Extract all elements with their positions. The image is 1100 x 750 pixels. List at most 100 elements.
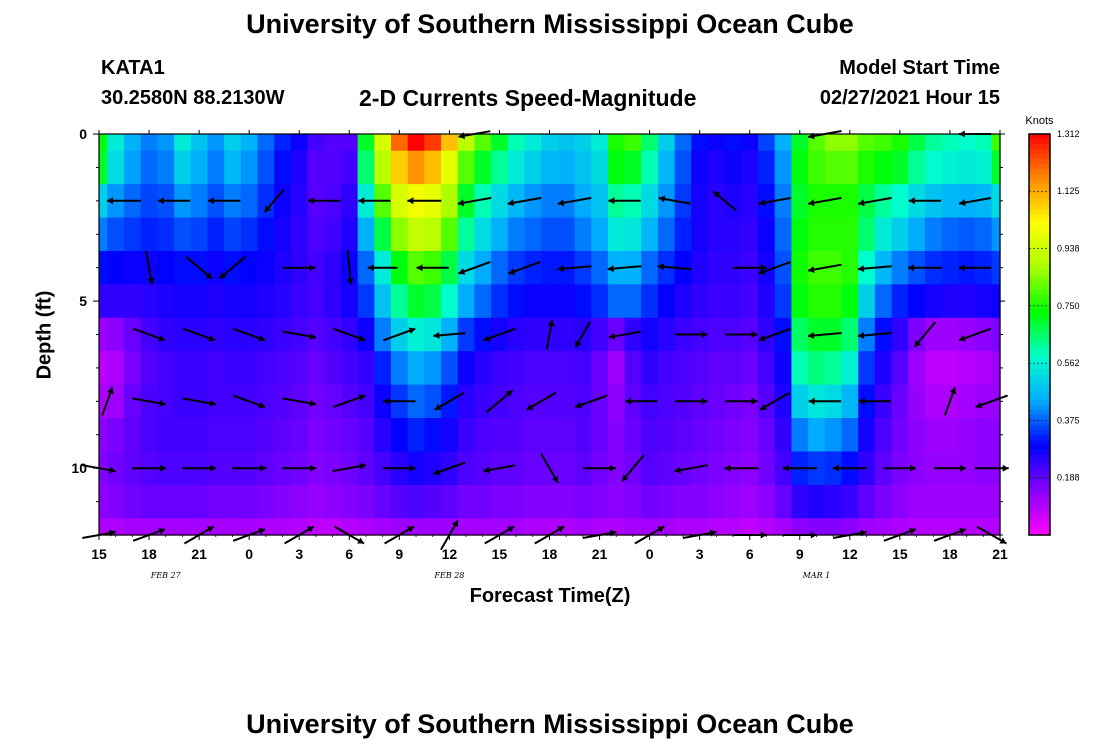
heatmap-cell — [257, 284, 275, 319]
x-tick-label: 18 — [542, 546, 558, 562]
heatmap-cell — [407, 484, 425, 519]
heatmap-cell — [891, 184, 909, 219]
y-tick-label: 10 — [71, 460, 87, 476]
vector-head — [907, 264, 914, 272]
heatmap-cell — [207, 384, 225, 419]
heatmap-cell — [891, 384, 909, 419]
colorbar-swatch — [1029, 249, 1050, 255]
colorbar-swatch — [1029, 174, 1050, 180]
heatmap-cell — [257, 418, 275, 453]
heatmap-cell — [941, 317, 959, 352]
heatmap-cell — [641, 351, 659, 386]
heatmap-cell — [491, 184, 509, 219]
x-tick-label: 21 — [191, 546, 207, 562]
heatmap-cell — [290, 418, 309, 453]
vector-head — [858, 199, 865, 207]
heatmap-cell — [791, 250, 809, 285]
vector-head — [1002, 464, 1009, 472]
heatmap-cell — [207, 317, 225, 352]
heatmap-cell — [908, 284, 926, 319]
heatmap-cell — [507, 184, 526, 219]
heatmap-cell — [174, 351, 192, 386]
vector-head — [416, 264, 423, 272]
heatmap-cell — [99, 384, 108, 419]
heatmap-cell — [974, 384, 993, 419]
current-vector — [621, 454, 645, 482]
heatmap-cell — [641, 217, 659, 252]
heatmap-cell — [841, 351, 859, 386]
vector-head — [367, 264, 374, 272]
heatmap-cell — [574, 384, 592, 419]
heatmap-cell — [741, 418, 759, 453]
colorbar-swatch — [1029, 319, 1050, 326]
heatmap-cell — [808, 184, 826, 219]
current-vector — [975, 394, 1008, 409]
heatmap-cell — [140, 351, 158, 386]
heatmap-cell — [307, 217, 325, 252]
heatmap-cell — [724, 184, 742, 219]
vector-head — [483, 466, 491, 474]
heatmap-cell — [507, 351, 526, 386]
heatmap-cell — [641, 184, 659, 219]
heatmap-cell — [457, 150, 476, 185]
heatmap-cell — [157, 518, 175, 536]
heatmap-cell — [958, 484, 976, 519]
heatmap-cell — [507, 134, 526, 152]
heatmap-cell — [791, 518, 809, 536]
colorbar-swatch — [1029, 424, 1050, 431]
colorbar-swatch — [1029, 209, 1050, 215]
current-vector — [282, 397, 317, 407]
heatmap-cell — [958, 284, 976, 319]
heatmap-cell — [674, 134, 692, 152]
colorbar-swatch — [1029, 234, 1050, 240]
heatmap-cell — [474, 250, 492, 285]
heatmap-cell — [190, 518, 209, 536]
vector-head — [575, 401, 583, 409]
heatmap-cell — [124, 484, 142, 519]
heatmap-cell — [240, 217, 259, 252]
heatmap-cell — [624, 250, 642, 285]
vector-head — [999, 537, 1007, 544]
heatmap-cell — [274, 284, 292, 319]
heatmap-cell — [908, 518, 926, 536]
current-vector — [583, 464, 616, 472]
vector-head — [434, 403, 442, 410]
colorbar-swatch — [1029, 214, 1050, 220]
heatmap-cell — [357, 518, 375, 536]
colorbar-tick-label: 1.125 — [1057, 186, 1080, 196]
heatmap-cell — [390, 134, 409, 152]
heatmap-cell — [407, 518, 425, 536]
heatmap-cell — [891, 150, 909, 185]
heatmap-cell — [541, 351, 559, 386]
heatmap-cell — [607, 418, 626, 453]
colorbar-swatch — [1029, 434, 1050, 441]
heatmap-cell — [874, 134, 893, 152]
heatmap-cell — [190, 418, 209, 453]
heatmap-cell — [691, 418, 709, 453]
vector-head — [357, 537, 364, 544]
heatmap-cell — [574, 217, 592, 252]
heatmap-cell — [991, 184, 1001, 219]
heatmap-cell — [240, 284, 259, 319]
heatmap-cell — [507, 484, 526, 519]
heatmap-cell — [224, 484, 242, 519]
heatmap-cell — [958, 317, 976, 352]
heatmap-cell — [991, 217, 1001, 252]
heatmap-cell — [324, 250, 342, 285]
heatmap-cell — [708, 217, 726, 252]
heatmap-cell — [557, 150, 576, 185]
vector-head — [507, 526, 515, 533]
heatmap-cell — [791, 484, 809, 519]
heatmap-cell — [457, 284, 476, 319]
colorbar-swatch — [1029, 254, 1050, 260]
colorbar-swatch — [1029, 509, 1050, 516]
heatmap-cell — [941, 484, 959, 519]
current-vector — [675, 397, 708, 405]
vector-head — [147, 277, 155, 285]
current-vector — [483, 327, 516, 342]
heatmap-cell — [824, 317, 843, 352]
heatmap-cell — [557, 217, 576, 252]
heatmap-cell — [924, 134, 943, 152]
heatmap-cell — [691, 134, 709, 152]
heatmap-cell — [958, 184, 976, 219]
